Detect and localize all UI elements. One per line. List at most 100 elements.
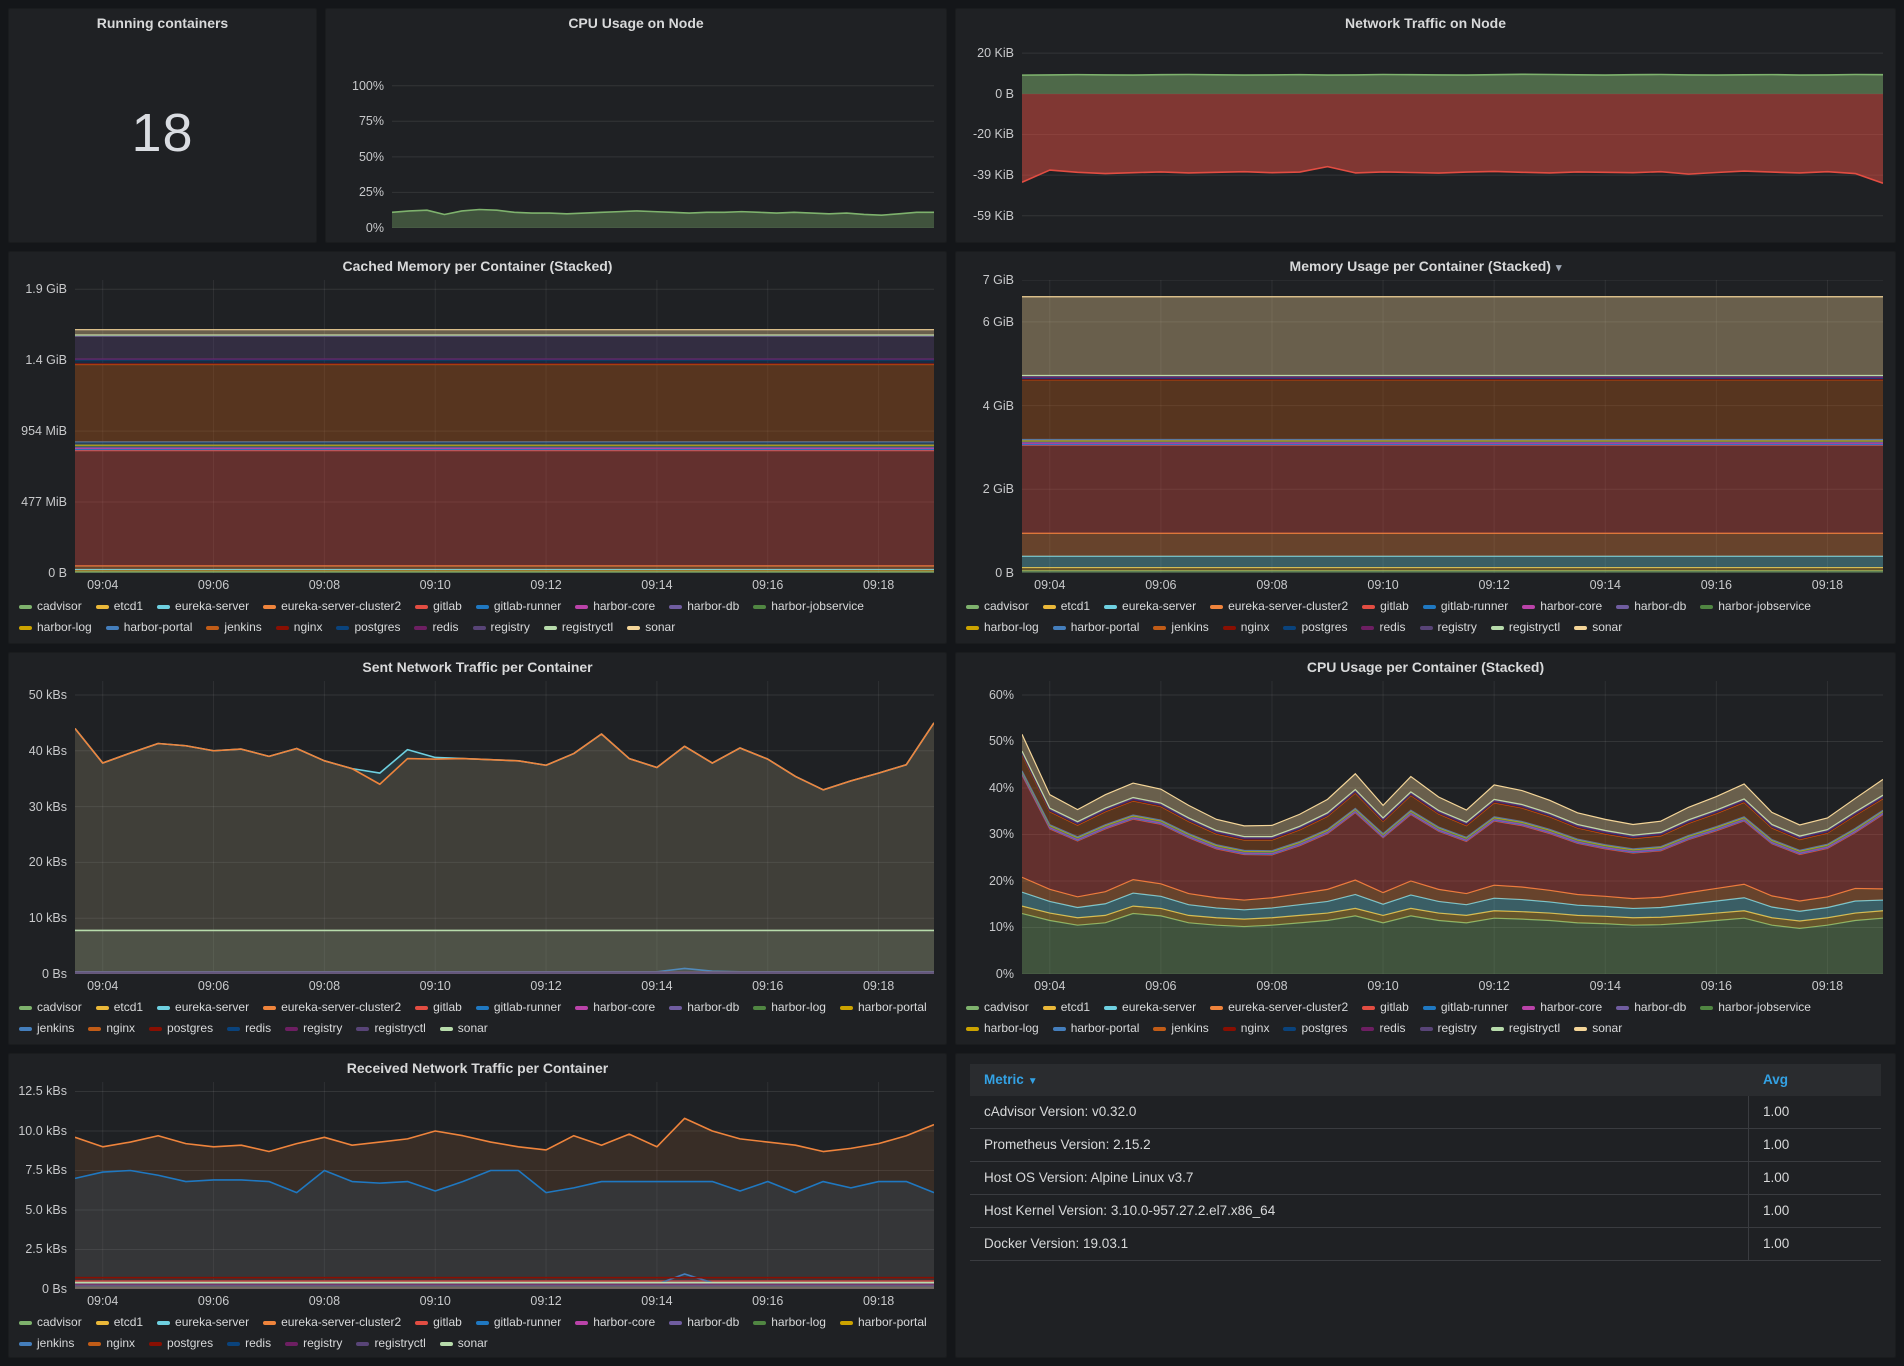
panel-title[interactable]: Cached Memory per Container (Stacked): [342, 258, 613, 274]
legend-item-registryctl[interactable]: registryctl: [1490, 618, 1560, 637]
cpu-node-chart[interactable]: 0% 25% 50% 75% 100%: [352, 43, 934, 235]
legend-item-harbor-log[interactable]: harbor-log: [753, 1313, 826, 1332]
legend-item-cadvisor[interactable]: cadvisor: [966, 998, 1029, 1017]
legend-item-gitlab-runner[interactable]: gitlab-runner: [475, 597, 561, 616]
legend-item-jenkins[interactable]: jenkins: [1153, 1019, 1209, 1038]
legend-item-eureka-server[interactable]: eureka-server: [157, 998, 249, 1017]
table-row[interactable]: cAdvisor Version: v0.32.0 1.00: [970, 1096, 1881, 1129]
legend-item-harbor-db[interactable]: harbor-db: [669, 1313, 739, 1332]
legend-item-registry[interactable]: registry: [1419, 618, 1477, 637]
chart-canvas[interactable]: [392, 43, 934, 228]
legend-item-harbor-db[interactable]: harbor-db: [1616, 597, 1686, 616]
legend-item-gitlab[interactable]: gitlab: [415, 597, 462, 616]
legend-item-registry[interactable]: registry: [285, 1019, 342, 1038]
legend-item-gitlab-runner[interactable]: gitlab-runner: [475, 1313, 561, 1332]
legend-item-redis[interactable]: redis: [1361, 618, 1406, 637]
chart-canvas[interactable]: [1022, 280, 1883, 573]
received-network-chart[interactable]: 0 Bs 2.5 kBs 5.0 kBs 7.5 kBs 10.0 kBs 12.5 kB…: [18, 1082, 934, 1308]
panel-title[interactable]: Sent Network Traffic per Container: [362, 659, 593, 675]
legend-item-cadvisor[interactable]: cadvisor: [19, 998, 82, 1017]
legend-item-sonar[interactable]: sonar: [627, 618, 675, 637]
legend-item-nginx[interactable]: nginx: [275, 618, 322, 637]
panel-title[interactable]: CPU Usage on Node: [568, 15, 704, 31]
legend-item-registryctl[interactable]: registryctl: [1490, 1019, 1560, 1038]
panel-title[interactable]: Running containers: [96, 15, 229, 31]
legend-item-cadvisor[interactable]: cadvisor: [19, 597, 82, 616]
legend-item-eureka-server-cluster2[interactable]: eureka-server-cluster2: [1210, 597, 1348, 616]
legend-item-harbor-portal[interactable]: harbor-portal: [1052, 618, 1139, 637]
legend-item-jenkins[interactable]: jenkins: [19, 1019, 74, 1038]
sent-network-chart[interactable]: 0 Bs 10 kBs 20 kBs 30 kBs 40 kBs 50 kBs 09:04 0…: [29, 681, 934, 993]
table-row[interactable]: Host OS Version: Alpine Linux v3.7 1.00: [970, 1162, 1881, 1195]
table-header-avg[interactable]: Avg: [1763, 1072, 1789, 1087]
legend-item-registry[interactable]: registry: [285, 1334, 342, 1353]
legend-item-harbor-jobservice[interactable]: harbor-jobservice: [1700, 998, 1811, 1017]
cached-memory-chart[interactable]: 0 B 477 MiB 954 MiB 1.4 GiB 1.9 GiB 09:04 09:0…: [21, 280, 934, 592]
legend-item-jenkins[interactable]: jenkins: [19, 1334, 74, 1353]
legend-item-harbor-core[interactable]: harbor-core: [1522, 998, 1602, 1017]
legend-item-harbor-log[interactable]: harbor-log: [753, 998, 826, 1017]
legend-item-etcd1[interactable]: etcd1: [1042, 597, 1090, 616]
legend-item-harbor-db[interactable]: harbor-db: [1616, 998, 1686, 1017]
legend-item-sonar[interactable]: sonar: [1574, 618, 1622, 637]
legend-item-harbor-core[interactable]: harbor-core: [575, 998, 655, 1017]
legend-item-nginx[interactable]: nginx: [1222, 618, 1269, 637]
legend-item-redis[interactable]: redis: [227, 1019, 271, 1038]
legend-item-etcd1[interactable]: etcd1: [95, 998, 143, 1017]
legend-item-registryctl[interactable]: registryctl: [356, 1019, 426, 1038]
legend-item-harbor-jobservice[interactable]: harbor-jobservice: [753, 597, 864, 616]
legend-item-nginx[interactable]: nginx: [88, 1334, 135, 1353]
legend-item-redis[interactable]: redis: [227, 1334, 271, 1353]
panel-title[interactable]: Memory Usage per Container (Stacked) ▾: [956, 252, 1895, 280]
legend-item-gitlab[interactable]: gitlab: [1362, 597, 1409, 616]
panel-menu-caret-icon[interactable]: ▾: [1555, 262, 1562, 274]
legend-item-gitlab-runner[interactable]: gitlab-runner: [475, 998, 561, 1017]
legend-item-harbor-portal[interactable]: harbor-portal: [105, 618, 192, 637]
legend-item-gitlab[interactable]: gitlab: [415, 998, 462, 1017]
legend-item-postgres[interactable]: postgres: [336, 618, 400, 637]
chart-canvas[interactable]: [1022, 43, 1883, 228]
legend-item-harbor-jobservice[interactable]: harbor-jobservice: [1700, 597, 1811, 616]
legend-item-jenkins[interactable]: jenkins: [1153, 618, 1209, 637]
legend-item-postgres[interactable]: postgres: [1283, 1019, 1347, 1038]
legend-item-cadvisor[interactable]: cadvisor: [966, 597, 1029, 616]
panel-title[interactable]: Network Traffic on Node: [1344, 15, 1507, 31]
legend-item-registry[interactable]: registry: [472, 618, 530, 637]
chart-canvas[interactable]: [1022, 681, 1883, 974]
table-row[interactable]: Prometheus Version: 2.15.2 1.00: [970, 1129, 1881, 1162]
legend-item-etcd1[interactable]: etcd1: [95, 1313, 143, 1332]
sort-descending-icon[interactable]: ▼: [1027, 1076, 1038, 1087]
legend-item-gitlab-runner[interactable]: gitlab-runner: [1422, 597, 1508, 616]
legend-item-nginx[interactable]: nginx: [1222, 1019, 1269, 1038]
legend-item-redis[interactable]: redis: [414, 618, 459, 637]
panel-title[interactable]: Received Network Traffic per Container: [346, 1060, 609, 1076]
legend-item-gitlab-runner[interactable]: gitlab-runner: [1422, 998, 1508, 1017]
legend-item-postgres[interactable]: postgres: [1283, 618, 1347, 637]
legend-item-harbor-core[interactable]: harbor-core: [575, 597, 655, 616]
legend-item-registry[interactable]: registry: [1419, 1019, 1477, 1038]
legend-item-eureka-server[interactable]: eureka-server: [157, 597, 249, 616]
legend-item-harbor-portal[interactable]: harbor-portal: [839, 998, 927, 1017]
table-row[interactable]: Docker Version: 19.03.1 1.00: [970, 1228, 1881, 1261]
table-header-metric[interactable]: Metric ▼: [970, 1064, 1749, 1096]
table-row[interactable]: Host Kernel Version: 3.10.0-957.27.2.el7…: [970, 1195, 1881, 1228]
legend-item-gitlab[interactable]: gitlab: [415, 1313, 462, 1332]
legend-item-registryctl[interactable]: registryctl: [543, 618, 613, 637]
memory-usage-chart[interactable]: 0 B 2 GiB 4 GiB 6 GiB 7 GiB 09:04 09:06 09:08 09…: [983, 273, 1883, 592]
legend-item-harbor-db[interactable]: harbor-db: [669, 998, 739, 1017]
chart-canvas[interactable]: [75, 681, 934, 974]
legend-item-jenkins[interactable]: jenkins: [206, 618, 262, 637]
network-node-chart[interactable]: 20 KiB 0 B -20 KiB -39 KiB -59 KiB: [973, 43, 1883, 228]
legend-item-postgres[interactable]: postgres: [149, 1019, 213, 1038]
legend-item-gitlab[interactable]: gitlab: [1362, 998, 1409, 1017]
legend-item-harbor-log[interactable]: harbor-log: [966, 618, 1039, 637]
chart-canvas[interactable]: [75, 280, 934, 573]
legend-item-harbor-db[interactable]: harbor-db: [669, 597, 739, 616]
legend-item-harbor-core[interactable]: harbor-core: [575, 1313, 655, 1332]
legend-item-eureka-server-cluster2[interactable]: eureka-server-cluster2: [263, 1313, 401, 1332]
panel-title[interactable]: CPU Usage per Container (Stacked): [1306, 659, 1545, 675]
legend-item-harbor-log[interactable]: harbor-log: [19, 618, 92, 637]
legend-item-sonar[interactable]: sonar: [1574, 1019, 1622, 1038]
legend-item-etcd1[interactable]: etcd1: [95, 597, 143, 616]
legend-item-cadvisor[interactable]: cadvisor: [19, 1313, 82, 1332]
